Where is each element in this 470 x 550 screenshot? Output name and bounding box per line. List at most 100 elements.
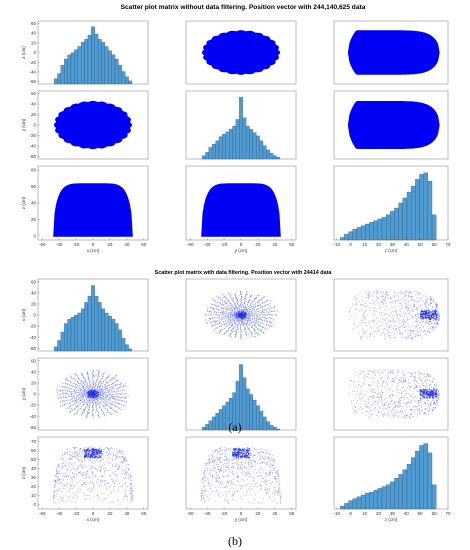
scatter-point (267, 314, 269, 316)
scatter-point (226, 298, 228, 300)
scatter-point (112, 480, 114, 482)
scatter-point (230, 303, 232, 305)
scatter-point (427, 413, 429, 415)
y-tick-label: 0 (33, 392, 36, 397)
scatter-point (397, 325, 399, 327)
scatter-point (62, 499, 64, 501)
histogram-bar (239, 97, 243, 160)
scatter-point (208, 311, 210, 313)
scatter-point (98, 416, 100, 418)
scatter-point (419, 394, 422, 396)
scatter-point (244, 327, 246, 329)
scatter-point (106, 415, 108, 417)
scatter-point (236, 326, 238, 328)
scatter-point (58, 464, 60, 465)
scatter-point (75, 452, 77, 454)
scatter-point (124, 393, 126, 395)
scatter-point (123, 400, 125, 402)
scatter-point (124, 458, 126, 460)
scatter-point (428, 388, 430, 391)
scatter-point (90, 469, 92, 471)
scatter-point (246, 320, 248, 322)
y-tick-label: 30 (31, 475, 37, 480)
scatter-point (210, 303, 213, 305)
scatter-point (388, 331, 390, 333)
scatter-point (70, 463, 72, 465)
scatter-point (426, 376, 428, 378)
scatter-point (72, 378, 74, 380)
scatter-point (410, 396, 412, 398)
scatter-point (374, 303, 376, 305)
scatter-point (365, 405, 367, 407)
scatter-point (249, 294, 251, 296)
scatter-point (392, 300, 394, 302)
scatter-point (233, 307, 235, 309)
scatter-point (437, 394, 439, 396)
scatter-point (94, 383, 96, 385)
scatter-point (428, 379, 430, 381)
scatter-point (257, 310, 259, 312)
scatter-point (424, 302, 426, 304)
histogram-bar (259, 140, 264, 160)
scatter-point (254, 304, 256, 306)
scatter-point (119, 397, 121, 399)
scatter-point (245, 318, 247, 320)
scatter-point (69, 375, 71, 377)
scatter-point (103, 402, 105, 404)
scatter-point (434, 329, 436, 331)
scatter-point (430, 321, 432, 323)
scatter-point (233, 321, 236, 323)
scatter-point (81, 395, 83, 397)
scatter-point (251, 295, 253, 297)
scatter-point (94, 375, 96, 377)
scatter-point (263, 301, 265, 304)
scatter-point (97, 497, 99, 499)
scatter-point (223, 314, 225, 316)
scatter-point (95, 391, 97, 393)
scatter-point (86, 471, 88, 473)
scatter-point (216, 305, 218, 307)
scatter-point (435, 302, 437, 304)
scatter-point (209, 321, 211, 323)
scatter-point (435, 403, 437, 405)
scatter-point (77, 383, 79, 385)
scatter-point (409, 333, 411, 335)
scatter-point (110, 389, 112, 391)
scatter-point (68, 459, 70, 461)
scatter-point (384, 333, 386, 335)
scatter-point (431, 388, 433, 390)
scatter-point (78, 455, 80, 457)
scatter-point (374, 404, 376, 405)
scatter-point (64, 392, 66, 394)
scatter-point (91, 406, 94, 408)
scatter-point (429, 299, 431, 301)
scatter-point (245, 308, 247, 310)
scatter-point (79, 459, 81, 461)
scatter-point (412, 330, 414, 332)
scatter-point (401, 408, 403, 410)
scatter-point (257, 314, 259, 316)
scatter-point (94, 399, 96, 401)
scatter-point (125, 385, 127, 387)
scatter-point (226, 314, 228, 316)
scatter-point (360, 406, 362, 408)
scatter-point (405, 305, 407, 307)
scatter-point (377, 411, 379, 413)
scatter-point (102, 387, 104, 390)
scatter-point (423, 377, 425, 379)
scatter-point (91, 472, 93, 474)
scatter-point (380, 291, 382, 293)
scatter-point (388, 376, 390, 378)
scatter-point (352, 407, 354, 409)
scatter-point (350, 380, 352, 382)
scatter-point (215, 305, 217, 307)
scatter-point (52, 496, 54, 498)
scatter-point (368, 399, 370, 401)
scatter-point (126, 486, 127, 488)
scatter-point (220, 330, 222, 332)
scatter-point (72, 473, 74, 475)
y-axis-label: y (cm) (21, 118, 26, 131)
scatter-point (228, 491, 230, 493)
scatter-point (429, 320, 431, 322)
scatter-point (213, 304, 215, 306)
